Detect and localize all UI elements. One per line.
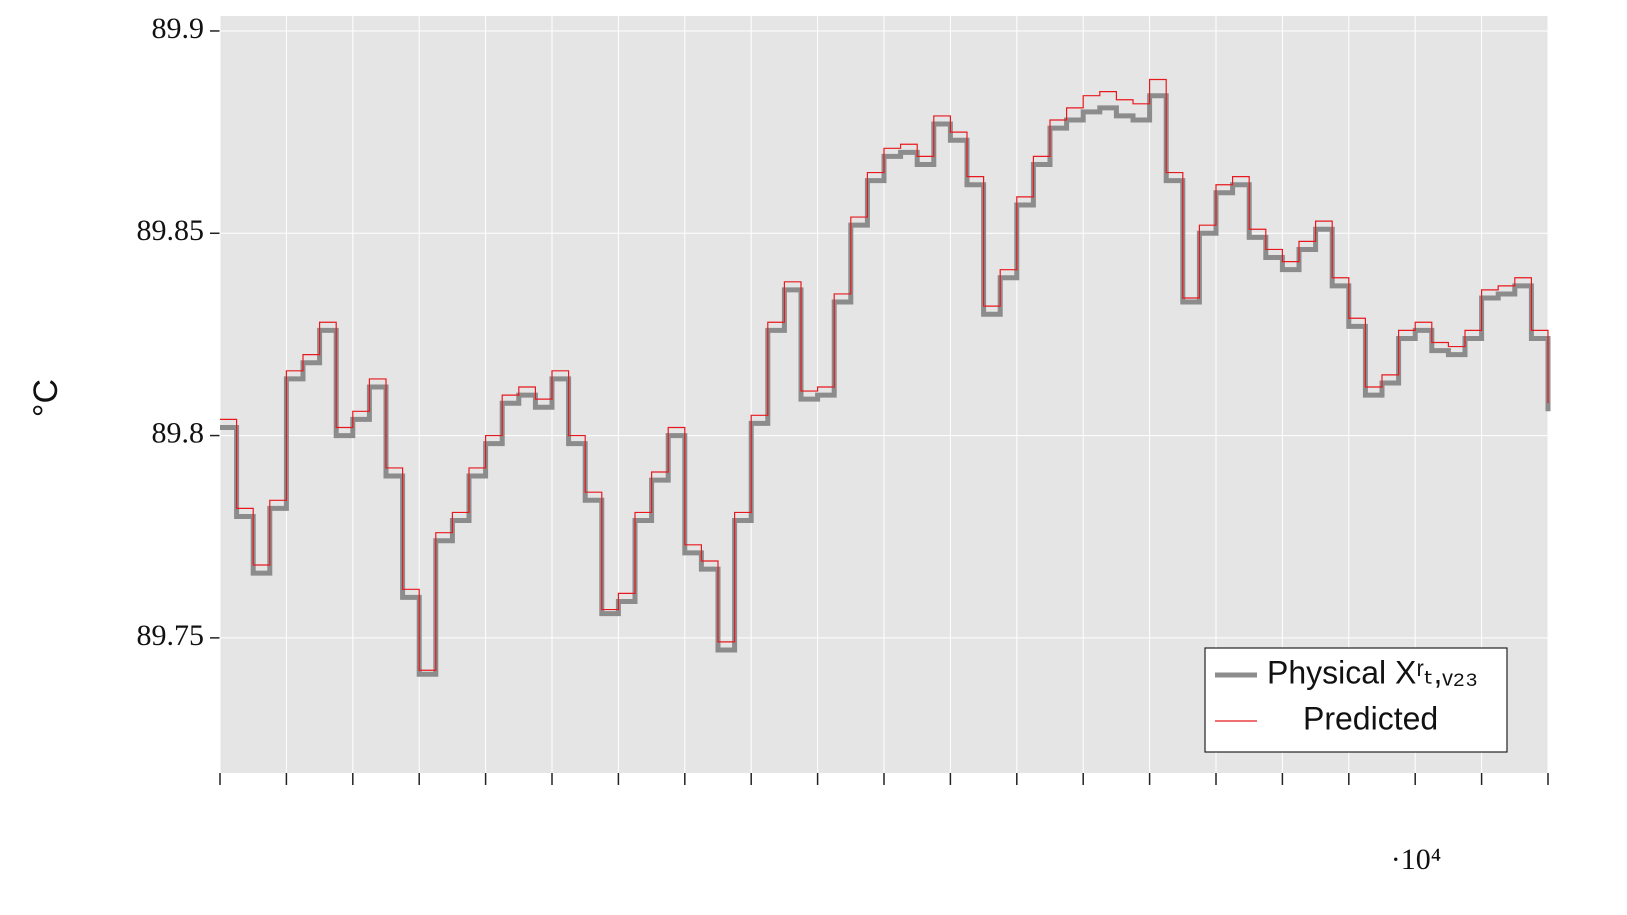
y-tick-label: 89.8 [152,416,205,449]
y-tick-label: 89.9 [152,12,205,45]
series-line [220,78,1549,671]
legend-box [1204,647,1508,753]
legend-label: Predicted [1303,700,1438,736]
y-tick-label: 89.75 [137,619,205,652]
x-multiplier: ·10⁴ [1391,843,1441,876]
legend-label: Physical Xʳₜ,ᵥ₂₃ [1267,654,1478,690]
y-axis-label: °C [27,379,65,417]
y-tick-label: 89.85 [137,214,205,247]
